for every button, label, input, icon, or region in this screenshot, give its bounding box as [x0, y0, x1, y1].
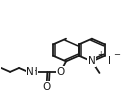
Text: +: + [97, 50, 103, 59]
Text: −: − [113, 50, 120, 59]
Text: H: H [30, 67, 37, 77]
Text: I: I [108, 56, 111, 66]
Text: O: O [43, 82, 51, 92]
Text: N: N [88, 56, 96, 66]
Text: N: N [26, 67, 34, 77]
Text: O: O [56, 67, 65, 77]
